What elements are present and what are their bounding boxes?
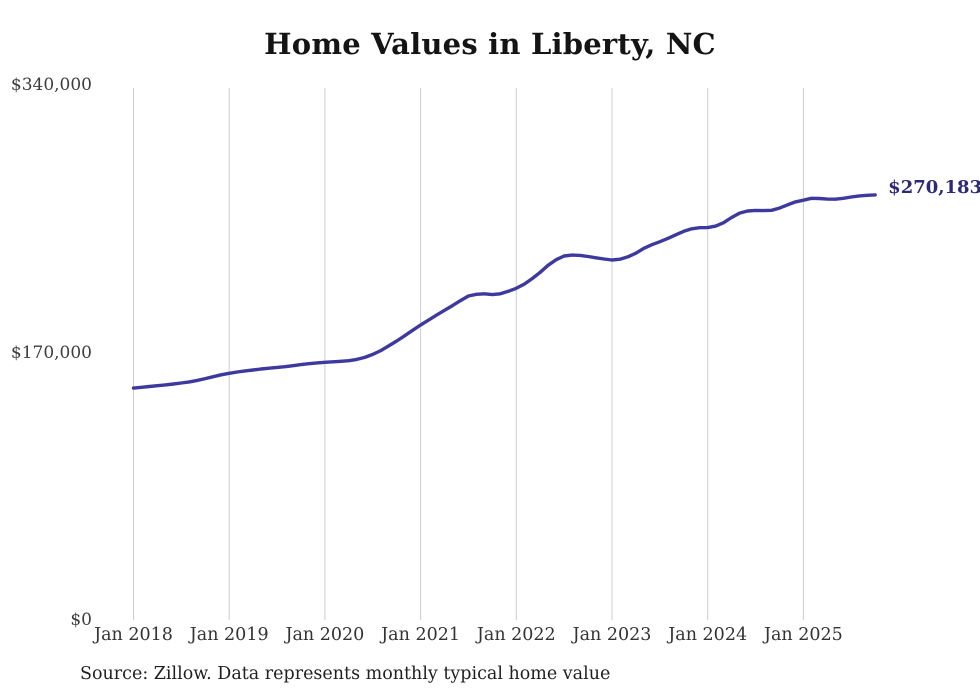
x-axis-tick-label: Jan 2020 xyxy=(285,625,365,645)
x-axis-tick-label: Jan 2021 xyxy=(381,625,460,645)
chart-title: Home Values in Liberty, NC xyxy=(264,27,716,61)
x-axis-tick-label: Jan 2024 xyxy=(668,625,748,645)
y-axis-tick-label: $0 xyxy=(70,610,92,630)
source-note: Source: Zillow. Data represents monthly … xyxy=(80,664,611,684)
gridlines xyxy=(133,88,804,620)
y-axis-tick-label: $170,000 xyxy=(10,342,92,363)
x-axis-tick-label: Jan 2023 xyxy=(572,625,652,645)
current-value-label: $270,183 xyxy=(888,176,980,198)
x-axis-tick-label: Jan 2022 xyxy=(476,625,556,645)
x-axis-tick-label: Jan 2019 xyxy=(189,625,269,645)
x-axis-tick-label: Jan 2018 xyxy=(94,625,173,645)
y-axis-tick-label: $340,000 xyxy=(10,75,92,95)
x-axis-tick-label: Jan 2025 xyxy=(763,625,843,645)
home-value-line xyxy=(131,193,877,390)
